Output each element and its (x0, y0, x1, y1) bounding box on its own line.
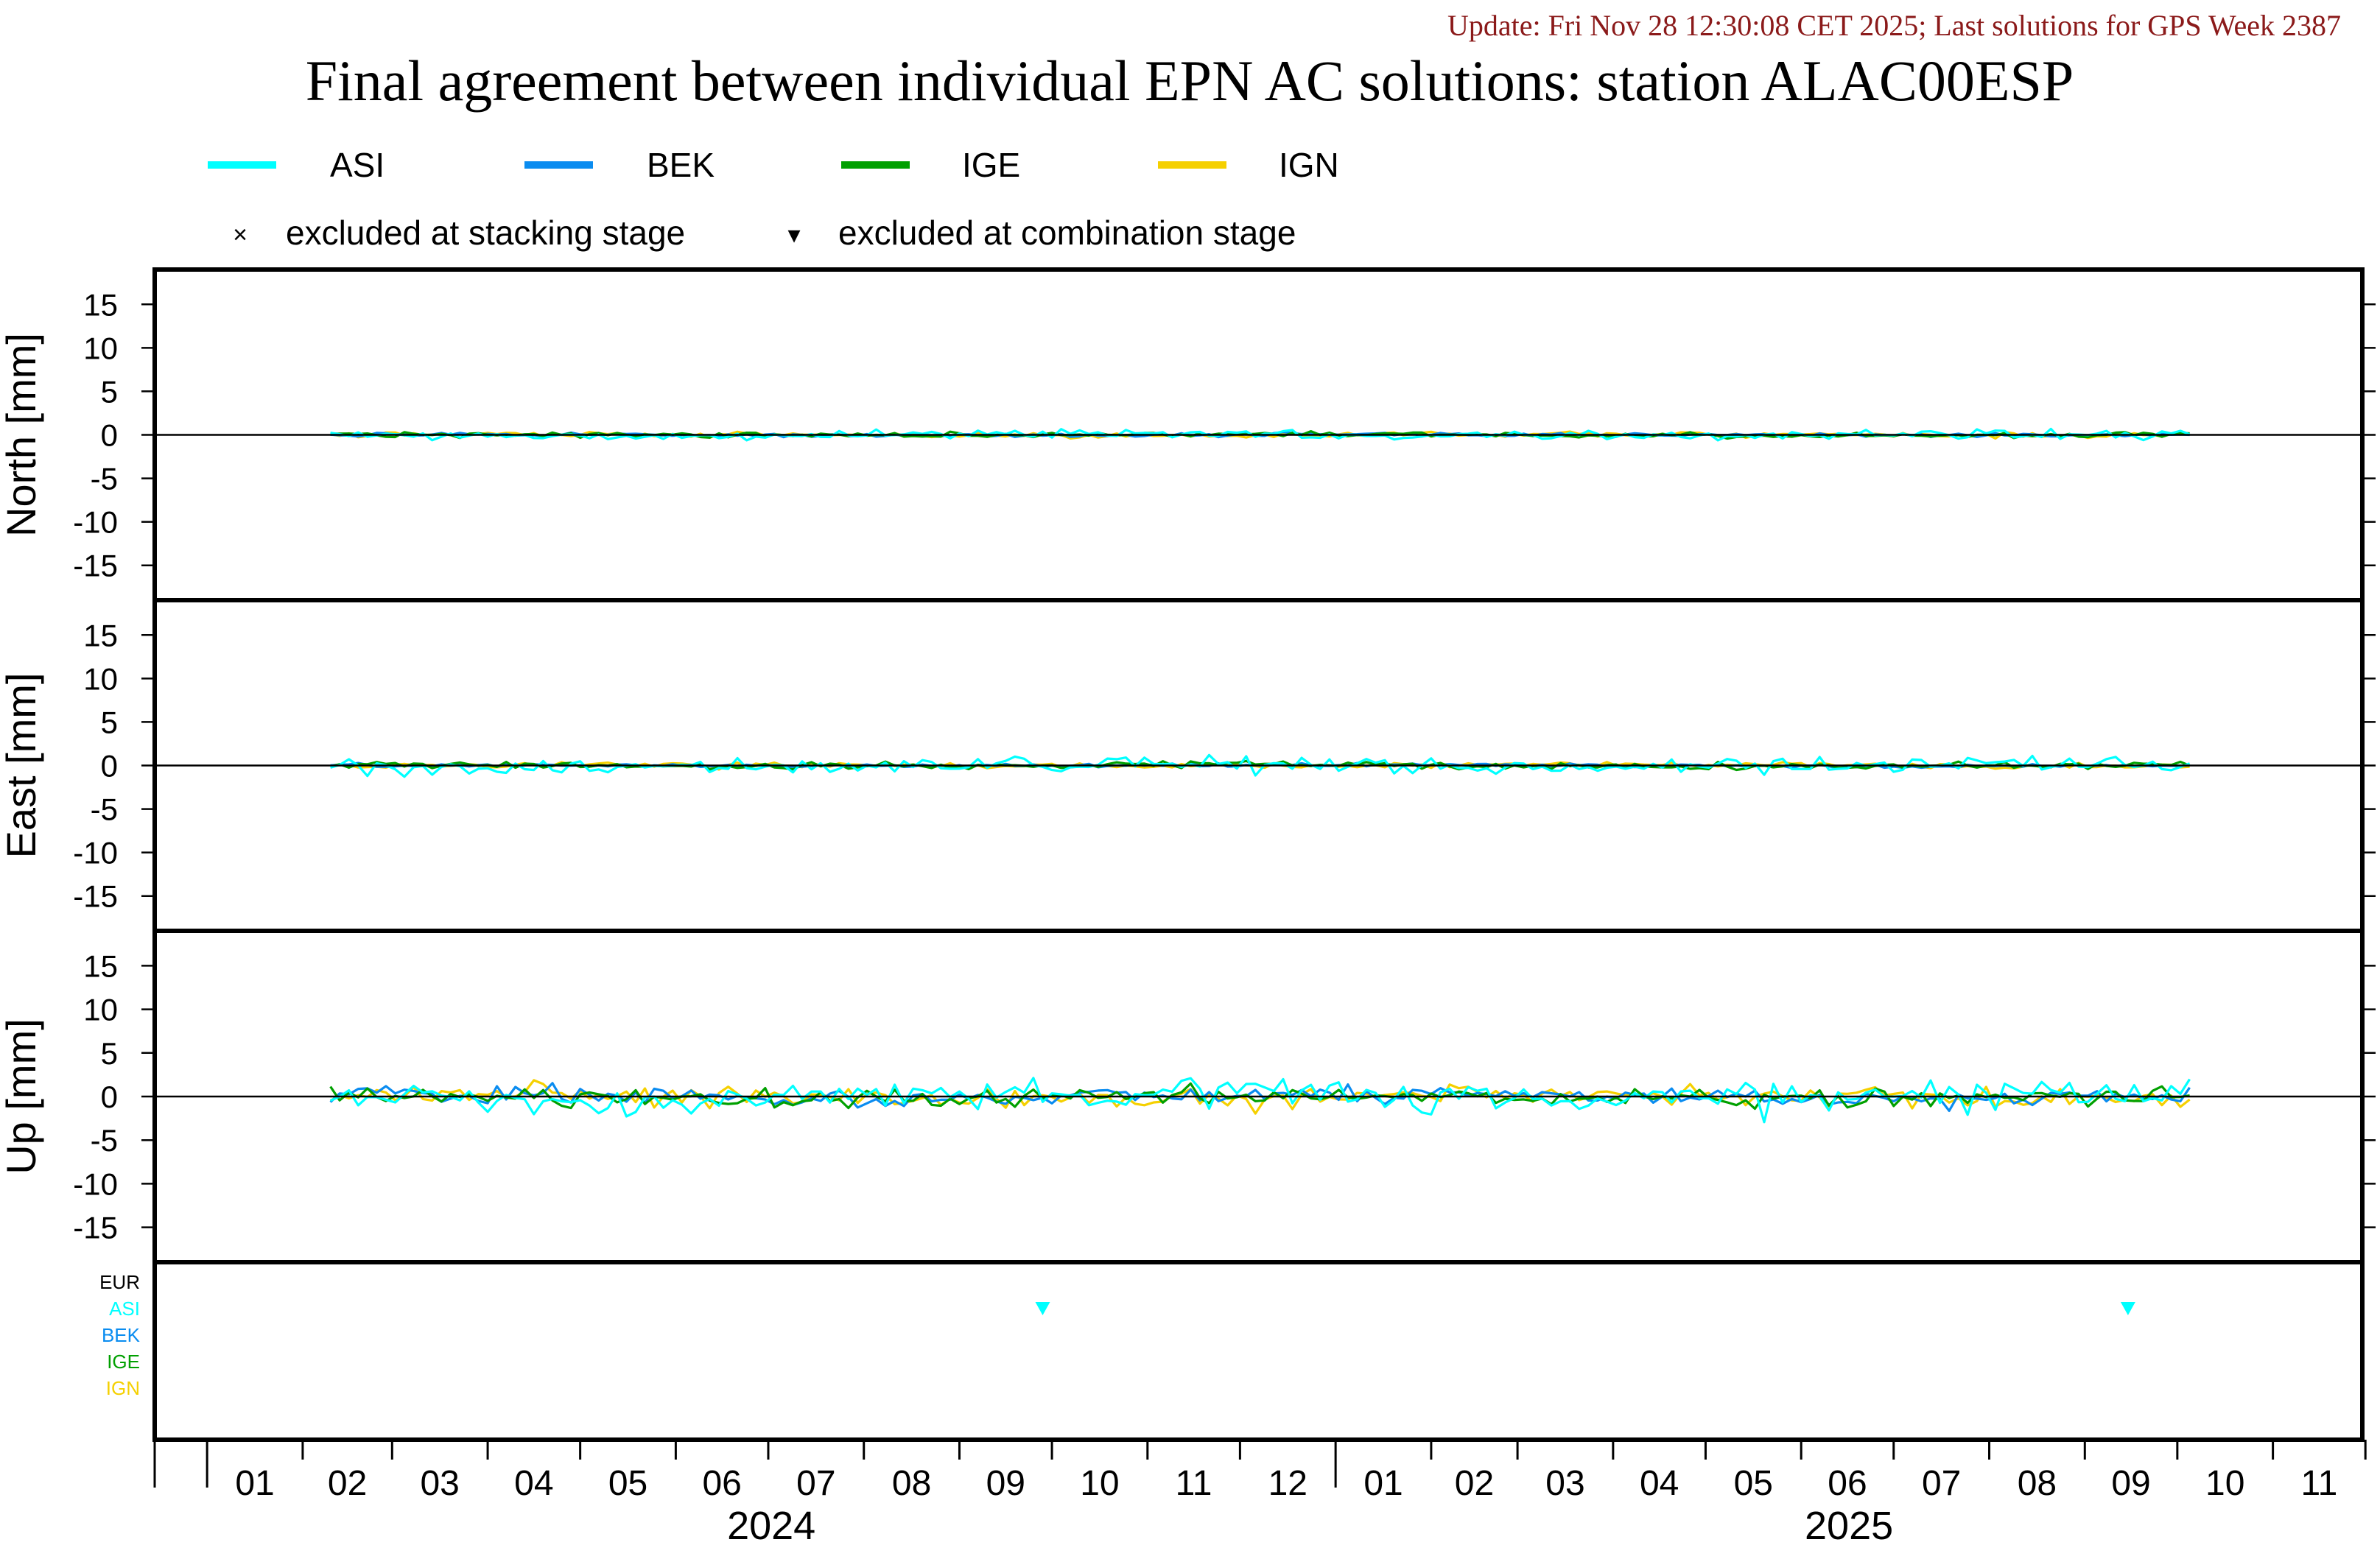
exclusion-row-label: IGN (106, 1377, 140, 1399)
y-tick-label: 5 (101, 705, 118, 739)
exclusion-row-label: EUR (99, 1271, 140, 1293)
month-label: 05 (1734, 1464, 1773, 1503)
chart-title: Final agreement between individual EPN A… (306, 49, 2074, 113)
y-tick-label: -15 (73, 549, 118, 583)
panel-exclusions: EUR ASI BEK IGE IGN (99, 1260, 2365, 1442)
month-label: 02 (1455, 1464, 1494, 1503)
month-label: 04 (514, 1464, 553, 1503)
month-label: 11 (1176, 1464, 1212, 1503)
series-line-asi (329, 1077, 2191, 1124)
y-tick-label: -5 (91, 1123, 118, 1158)
month-label: 05 (608, 1464, 647, 1503)
y-tick-label: 15 (83, 287, 118, 322)
legend-label-bek: BEK (647, 146, 715, 184)
month-label: 09 (986, 1464, 1025, 1503)
panel-frame (152, 1260, 2365, 1442)
legend: ASI BEK IGE IGN × excluded at stacking s… (208, 146, 1339, 252)
month-label: 08 (2018, 1464, 2057, 1503)
year-label: 2024 (727, 1504, 815, 1545)
combination-marker-label: excluded at combination stage (838, 214, 1296, 252)
month-label: 10 (2205, 1464, 2244, 1503)
month-label: 10 (1080, 1464, 1119, 1503)
month-label: 06 (702, 1464, 741, 1503)
time-axis: 01 02 03 04 05 06 07 08 09 10 11 12 01 02 03 04 05 06 07 08… (153, 1438, 2367, 1545)
exclusion-row-label: IGE (107, 1351, 140, 1373)
month-label: 08 (892, 1464, 931, 1503)
y-tick-label: -10 (73, 836, 118, 870)
panel-north: 15 10 5 0 -5 -10 -15 North [mm] (0, 267, 2376, 602)
y-tick-label: 0 (101, 749, 118, 784)
legend-label-ige: IGE (962, 146, 1020, 184)
panel-up: 15 10 5 0 -5 -10 -15 Up [mm] (0, 929, 2376, 1264)
month-label: 02 (328, 1464, 367, 1503)
y-tick-label: 10 (83, 331, 118, 365)
stacking-marker-label: excluded at stacking stage (286, 214, 685, 252)
month-label: 11 (2300, 1464, 2337, 1503)
y-tick-label: -15 (73, 1211, 118, 1245)
y-axis-label: East [mm] (0, 672, 44, 858)
month-label: 12 (1268, 1464, 1307, 1503)
y-tick-label: -5 (91, 462, 118, 496)
panels: 15 10 5 0 -5 -10 -15 North [mm] 15 10 5 0 -5 -10 -15 Ea… (0, 267, 2376, 1442)
y-tick-label: 0 (101, 418, 118, 453)
y-tick-label: 15 (83, 949, 118, 983)
month-label: 01 (235, 1464, 274, 1503)
y-tick-label: -5 (91, 792, 118, 827)
month-label: 09 (2111, 1464, 2150, 1503)
y-tick-label: 5 (101, 374, 118, 409)
exclusion-row-label: ASI (109, 1298, 140, 1320)
legend-label-ign: IGN (1279, 146, 1339, 184)
y-tick-label: 15 (83, 618, 118, 652)
year-label: 2025 (1805, 1504, 1893, 1545)
exclusion-row-label: BEK (102, 1324, 141, 1346)
panel-east: 15 10 5 0 -5 -10 -15 East [mm] (0, 598, 2376, 933)
y-tick-label: 10 (83, 661, 118, 696)
combination-exclusion-marker (1035, 1302, 1050, 1315)
y-axis-label: Up [mm] (0, 1018, 44, 1175)
combination-exclusion-marker (2120, 1302, 2135, 1315)
month-label: 07 (796, 1464, 835, 1503)
month-label: 07 (1922, 1464, 1961, 1503)
y-tick-label: 5 (101, 1036, 118, 1071)
y-tick-label: 10 (83, 993, 118, 1027)
y-tick-label: -10 (73, 505, 118, 540)
month-label: 03 (420, 1464, 459, 1503)
update-line: Update: Fri Nov 28 12:30:08 CET 2025; La… (1447, 9, 2341, 42)
legend-label-asi: ASI (330, 146, 385, 184)
month-label: 06 (1828, 1464, 1867, 1503)
y-tick-label: -10 (73, 1166, 118, 1201)
y-axis-label: North [mm] (0, 333, 44, 537)
stacking-marker-icon: × (233, 221, 248, 249)
month-label: 04 (1640, 1464, 1679, 1503)
y-tick-label: 0 (101, 1080, 118, 1114)
y-tick-label: -15 (73, 879, 118, 914)
month-label: 01 (1363, 1464, 1403, 1503)
month-label: 03 (1545, 1464, 1584, 1503)
combination-marker-icon: ▾ (787, 221, 800, 249)
